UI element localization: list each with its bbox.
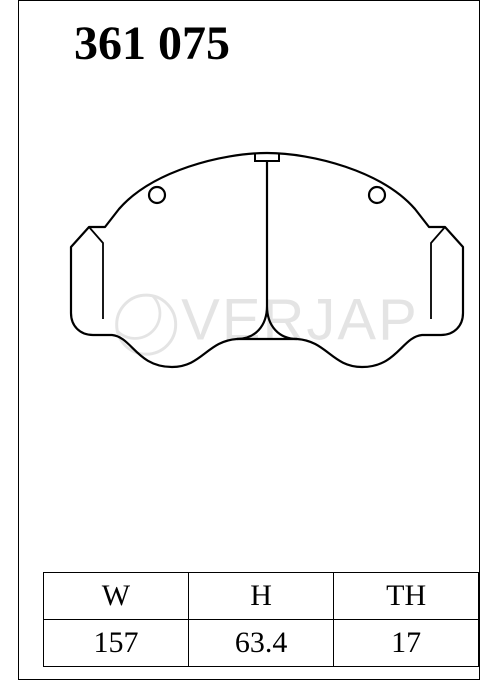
left-ear-line (89, 227, 103, 319)
brake-pad-svg (57, 131, 477, 511)
brake-pad-drawing: VERJAP (57, 131, 477, 511)
col-header-w: W (44, 573, 189, 620)
bolt-hole-right (369, 187, 385, 203)
bolt-hole-left (149, 187, 165, 203)
value-h: 63.4 (188, 620, 333, 667)
dimensions-table: W H TH 157 63.4 17 (43, 572, 479, 667)
right-ear-line (431, 227, 445, 319)
table-header-row: W H TH (44, 573, 479, 620)
part-number: 361 075 (74, 16, 230, 71)
center-divider (237, 161, 297, 339)
value-th: 17 (334, 620, 479, 667)
col-header-th: TH (334, 573, 479, 620)
value-w: 157 (44, 620, 189, 667)
table-value-row: 157 63.4 17 (44, 620, 479, 667)
col-header-h: H (188, 573, 333, 620)
diagram-frame: 361 075 VERJAP W (18, 0, 480, 680)
